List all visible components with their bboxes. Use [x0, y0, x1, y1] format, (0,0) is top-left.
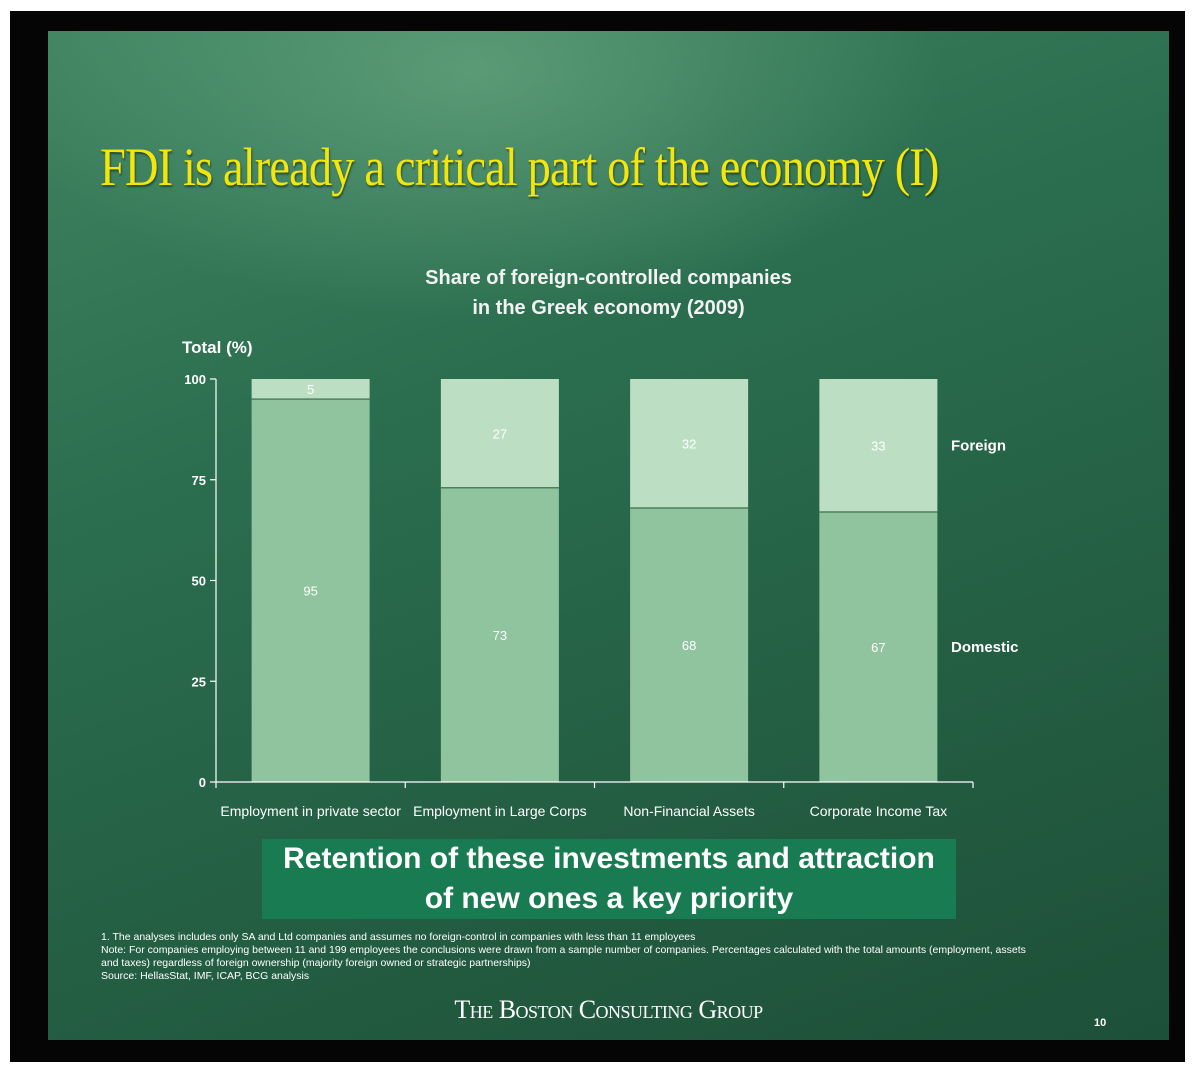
data-label-foreign-2: 32 [682, 436, 696, 451]
bar-foreign-3 [819, 379, 938, 512]
footnote-1: 1. The analyses includes only SA and Ltd… [101, 931, 696, 943]
key-message-banner: Retention of these investments and attra… [262, 839, 956, 919]
y-tick-label-0: 0 [199, 775, 206, 790]
page-number: 10 [1094, 1017, 1107, 1029]
banner-line-2: of new ones a key priority [424, 882, 794, 915]
category-label-0: Employment in private sector [220, 803, 401, 819]
footnote-note: Note: For companies employing between 11… [101, 944, 1026, 956]
banner-line-1: Retention of these investments and attra… [283, 842, 935, 875]
y-tick-label-1: 25 [192, 674, 206, 689]
data-label-foreign-3: 33 [871, 438, 885, 453]
y-tick-label-3: 75 [192, 473, 206, 488]
data-label-domestic-2: 68 [682, 638, 696, 653]
bar-domestic-0 [251, 399, 370, 782]
bar-domestic-2 [630, 507, 749, 782]
bar-foreign-0 [251, 379, 370, 400]
data-label-domestic-0: 95 [303, 584, 317, 599]
y-tick-label-2: 50 [192, 574, 206, 589]
footnote-note-cont: and taxes) regardless of foreign ownersh… [101, 957, 531, 969]
data-label-domestic-1: 73 [493, 628, 507, 643]
bar-foreign-1 [440, 379, 559, 488]
bar-foreign-2 [630, 379, 749, 508]
category-label-1: Employment in Large Corps [413, 803, 587, 819]
slide-frame: FDI is already a critical part of the ec… [10, 11, 1185, 1062]
footnote-source: Source: HellasStat, IMF, ICAP, BCG analy… [101, 970, 310, 982]
stacked-bar-chart: Total (%) 95 5 Employment in private sector… [182, 338, 1019, 819]
y-tick-label-4: 100 [184, 372, 206, 387]
category-label-2: Non-Financial Assets [623, 803, 755, 819]
bcg-logo-wordmark: The Boston Consulting Group [454, 995, 763, 1024]
data-label-foreign-0: 5 [307, 382, 314, 397]
category-label-3: Corporate Income Tax [810, 803, 947, 819]
data-label-domestic-3: 67 [871, 640, 885, 655]
y-axis-label: Total (%) [182, 338, 253, 357]
slide-title: FDI is already a critical part of the ec… [100, 137, 939, 197]
slide: FDI is already a critical part of the ec… [48, 31, 1169, 1040]
legend-foreign: Foreign [951, 437, 1006, 454]
chart-title-line-1: Share of foreign-controlled companies [425, 267, 792, 289]
data-label-foreign-1: 27 [493, 426, 507, 441]
chart-title-line-2: in the Greek economy (2009) [472, 297, 745, 319]
bar-domestic-1 [440, 487, 559, 782]
bar-domestic-3 [819, 511, 938, 782]
footnotes: 1. The analyses includes only SA and Ltd… [101, 931, 1161, 983]
legend-domestic: Domestic [951, 639, 1019, 656]
